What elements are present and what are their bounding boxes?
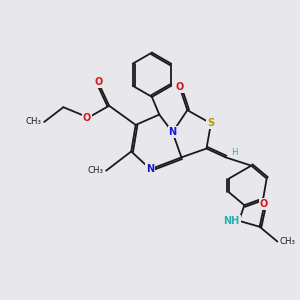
Text: O: O xyxy=(260,199,268,209)
Text: O: O xyxy=(176,82,184,92)
Text: N: N xyxy=(146,164,154,174)
Text: CH₃: CH₃ xyxy=(280,237,296,246)
Text: NH: NH xyxy=(224,216,240,226)
Text: CH₃: CH₃ xyxy=(25,118,41,127)
Text: O: O xyxy=(95,77,103,87)
Text: H: H xyxy=(231,148,237,158)
Text: CH₃: CH₃ xyxy=(87,166,103,175)
Text: N: N xyxy=(169,127,177,137)
Text: O: O xyxy=(83,112,91,122)
Text: S: S xyxy=(207,118,214,128)
